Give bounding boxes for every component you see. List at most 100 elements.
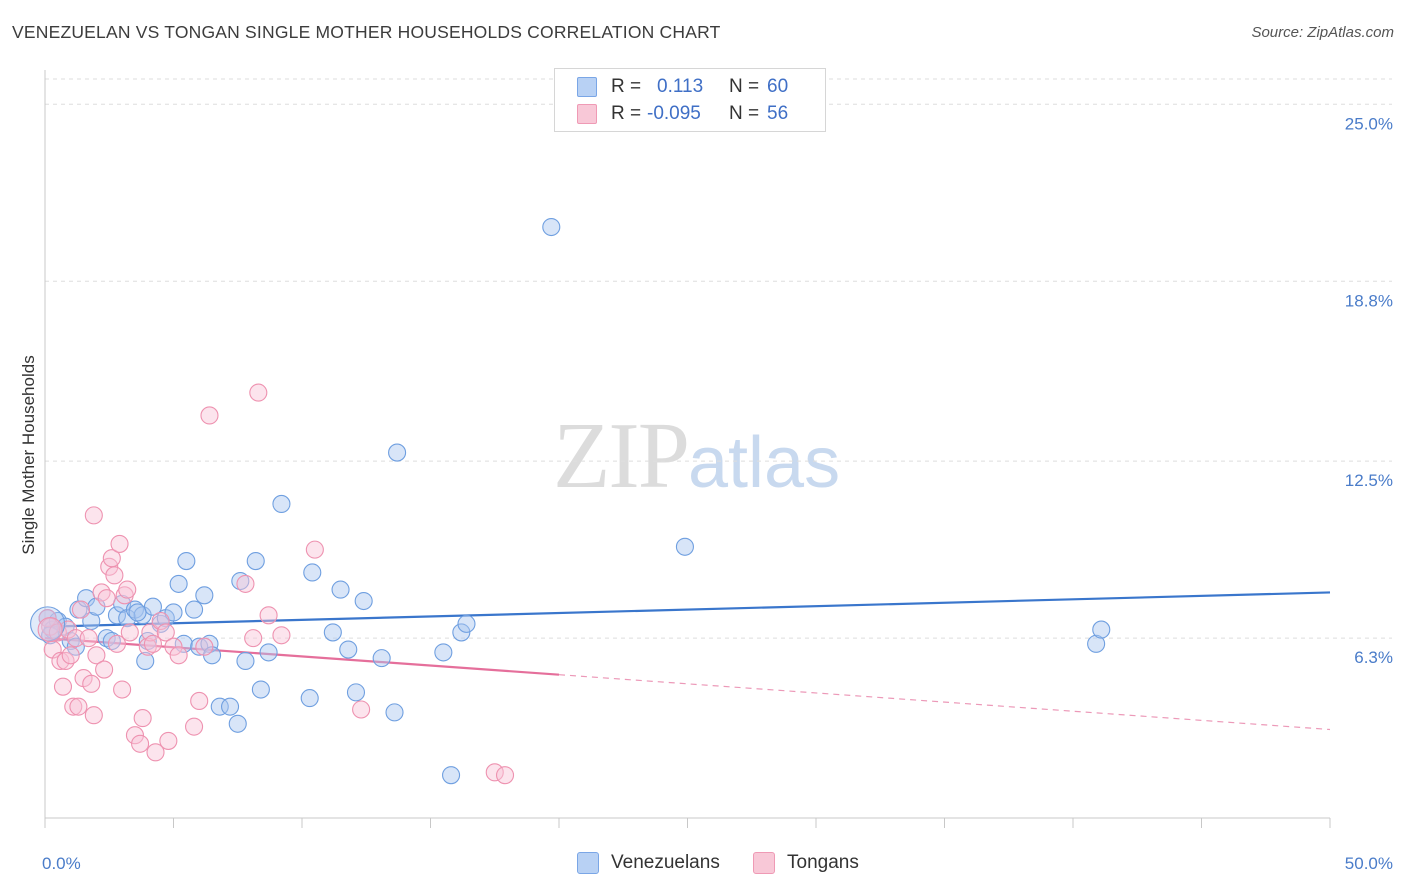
- tongan-point: [95, 660, 114, 679]
- tongan-point: [113, 680, 132, 699]
- venezuelan-point: [434, 643, 453, 662]
- venezuelan-point: [1087, 634, 1106, 653]
- gridlines: [45, 78, 1392, 639]
- tongan-point: [146, 743, 165, 762]
- tongan-point: [190, 691, 209, 710]
- y-tick-label: 25.0%: [1345, 114, 1393, 133]
- y-tick-label: 18.8%: [1345, 291, 1393, 310]
- venezuelan-point: [542, 217, 561, 237]
- tongan-point: [125, 726, 144, 745]
- tongan-point: [66, 629, 85, 648]
- venezuelan-point: [195, 586, 214, 605]
- trend-lines: [44, 591, 1331, 731]
- r-label: R =: [611, 103, 642, 124]
- r-value: -0.095: [647, 103, 701, 124]
- tongan-point: [272, 626, 291, 645]
- tongan-point: [71, 600, 91, 619]
- venezuelan-point: [442, 766, 461, 785]
- tongan-point: [105, 566, 124, 585]
- tongan-point: [159, 731, 178, 750]
- venezuelan-point: [220, 697, 240, 716]
- tongans-swatch: [577, 104, 597, 124]
- watermark: ZIPatlas: [553, 402, 840, 510]
- venezuelan-point: [107, 606, 127, 625]
- r-value: 0.113: [657, 76, 704, 97]
- tongan-point: [133, 709, 152, 728]
- tongan-point: [249, 383, 268, 402]
- x-tick-label: 50.0%: [1345, 854, 1393, 873]
- venezuelan-point: [164, 603, 183, 622]
- tongan-point: [352, 700, 371, 719]
- venezuelan-point: [339, 640, 358, 659]
- legend-row-tongans: R = -0.095 N = 56: [577, 102, 788, 126]
- source-credit: Source: ZipAtlas.com: [1251, 24, 1394, 41]
- venezuelan-point: [169, 574, 188, 593]
- venezuelan-point: [185, 600, 204, 619]
- venezuelans-swatch: [577, 77, 597, 97]
- venezuelan-point: [251, 680, 270, 699]
- venezuelan-point: [1092, 620, 1111, 639]
- venezuelan-point: [174, 634, 193, 653]
- venezuelan-point: [228, 714, 247, 733]
- tongan-point: [236, 574, 255, 593]
- tongan-point: [259, 606, 278, 625]
- venezuelan-point: [231, 571, 250, 591]
- venezuelan-point: [259, 643, 278, 662]
- venezuelan-point: [452, 623, 471, 642]
- tongan-point: [156, 623, 175, 642]
- tongan-cluster-point: [37, 617, 63, 643]
- venezuelan-point: [136, 651, 155, 671]
- axes: [44, 70, 1331, 828]
- tongan-point: [118, 580, 137, 599]
- venezuelan-point: [388, 443, 407, 462]
- y-tick-label: 12.5%: [1345, 471, 1393, 490]
- tongan-point: [485, 763, 504, 782]
- tongan-point: [69, 697, 88, 716]
- r-label: R =: [611, 76, 642, 97]
- tongan-point: [107, 634, 127, 653]
- tongan-point: [97, 589, 116, 608]
- x-tick-label: 0.0%: [42, 854, 81, 873]
- tongans-legend-label: Tongans: [787, 852, 859, 873]
- venezuelan-point: [303, 563, 322, 582]
- tongan-point: [195, 637, 214, 656]
- tongan-point: [56, 651, 75, 671]
- venezuelan-point: [61, 631, 80, 651]
- tongan-point: [64, 697, 83, 716]
- tongan-point: [51, 651, 70, 671]
- venezuelan-point: [97, 629, 116, 648]
- tongan-point: [141, 623, 160, 642]
- tongan-point: [200, 406, 219, 425]
- n-label: N =: [729, 76, 760, 97]
- tongan-trend-line-extrapolated: [558, 674, 1331, 731]
- venezuelan-point: [385, 703, 404, 722]
- watermark-zip: ZIP: [553, 404, 690, 508]
- legend-tongans[interactable]: Tongans: [753, 852, 859, 874]
- tongan-point: [164, 637, 183, 656]
- n-label: N =: [729, 103, 760, 124]
- watermark-atlas: atlas: [688, 423, 841, 503]
- tongan-point: [110, 534, 129, 553]
- venezuelan-point: [323, 623, 342, 642]
- tongan-point: [169, 646, 188, 665]
- venezuelans-legend-label: Venezuelans: [611, 852, 720, 873]
- venezuelan-point: [190, 637, 209, 656]
- venezuelan-point: [177, 552, 196, 571]
- venezuelan-point: [210, 697, 229, 716]
- venezuelan-point: [128, 603, 147, 622]
- tongan-trend-line: [44, 637, 560, 676]
- venezuelan-point: [331, 580, 350, 599]
- tongan-point: [151, 611, 170, 631]
- venezuelan-point: [346, 683, 366, 702]
- venezuelan-point: [457, 614, 476, 633]
- tongan-point: [120, 623, 139, 642]
- tongan-point: [92, 583, 111, 602]
- tongan-point: [143, 634, 162, 653]
- legend-venezuelans[interactable]: Venezuelans: [577, 852, 720, 874]
- tongan-point: [84, 706, 103, 725]
- correlation-legend: R = 0.113 N = 60 R = -0.095 N = 56: [554, 68, 826, 132]
- y-tick-label: 6.3%: [1354, 648, 1393, 667]
- tongan-point: [79, 629, 98, 648]
- tongan-point: [138, 637, 157, 656]
